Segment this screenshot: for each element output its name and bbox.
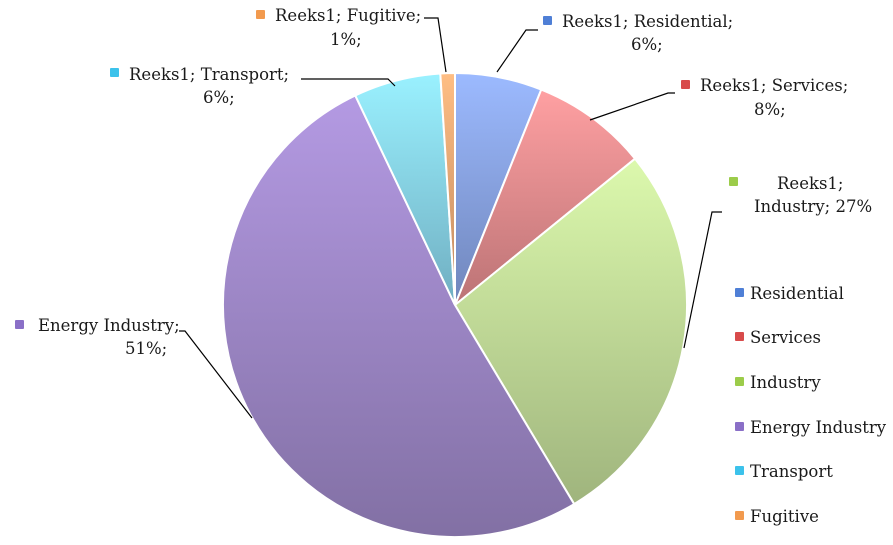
legend-marker-services — [735, 332, 744, 341]
data-label-industry: Reeks1; Industry; 27% — [754, 174, 872, 216]
pie-slices — [221, 71, 688, 539]
data-label-residential: Reeks1; Residential; 6%; — [562, 12, 738, 54]
label-leader-lines — [179, 17, 722, 419]
data-label-transport: Reeks1; Transport; 6%; — [129, 65, 294, 107]
leader-fugitive — [424, 17, 447, 73]
legend-marker-fugitive — [735, 511, 744, 520]
leader-services — [589, 92, 675, 121]
data-label-marker-energy-industry — [15, 320, 24, 329]
leader-transport — [301, 78, 396, 87]
legend-item-transport: Transport — [735, 462, 833, 481]
pie-slice-services — [452, 88, 637, 309]
pie-slice-industry — [453, 157, 688, 506]
pie-slice-fugitive — [439, 71, 456, 306]
legend-marker-residential — [735, 288, 744, 297]
data-label-marker-services — [681, 80, 690, 89]
data-labels: Reeks1; Residential; 6%; Reeks1; Service… — [15, 6, 872, 358]
legend-marker-energy-industry — [735, 422, 744, 431]
data-label-services: Reeks1; Services; 8%; — [700, 76, 854, 119]
legend-item-services: Services — [735, 328, 821, 347]
legend-label-services: Services — [750, 328, 821, 347]
legend-item-residential: Residential — [735, 284, 844, 303]
legend-marker-industry — [735, 377, 744, 386]
data-label-energy-industry: Energy Industry; 51%; — [38, 316, 185, 358]
data-label-marker-fugitive — [256, 10, 265, 19]
legend-item-fugitive: Fugitive — [735, 507, 819, 526]
data-label-marker-industry — [729, 177, 738, 186]
legend-label-residential: Residential — [750, 284, 844, 303]
legend-item-energy-industry: Energy Industry — [735, 418, 887, 437]
legend-label-transport: Transport — [750, 462, 833, 481]
data-label-fugitive: Reeks1; Fugitive; 1%; — [275, 6, 426, 49]
data-label-marker-transport — [110, 68, 119, 77]
data-label-marker-residential — [543, 16, 552, 25]
legend: Residential Services Industry Energy Ind… — [735, 284, 887, 526]
legend-item-industry: Industry — [735, 373, 821, 392]
leader-industry — [683, 211, 722, 349]
leader-residential — [496, 29, 538, 73]
legend-label-energy-industry: Energy Industry — [750, 418, 887, 437]
leader-energy-industry — [179, 330, 253, 419]
legend-label-fugitive: Fugitive — [750, 507, 819, 526]
legend-marker-transport — [735, 466, 744, 475]
legend-label-industry: Industry — [750, 373, 821, 392]
pie-slice-energy-industry — [221, 94, 576, 539]
